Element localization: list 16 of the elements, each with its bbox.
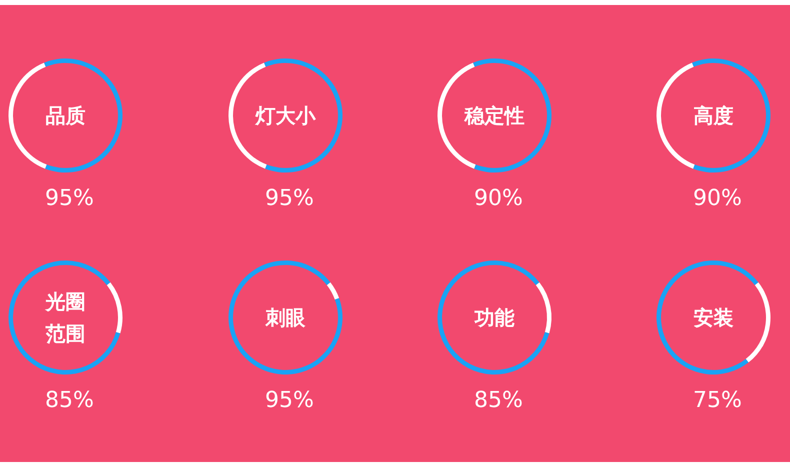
text: 品质	[46, 104, 86, 128]
text: 刺眼	[264, 306, 306, 330]
text: 光圈范围	[44, 289, 86, 346]
text: 85%	[45, 388, 94, 413]
text: 90%	[474, 186, 523, 211]
text: 功能	[474, 306, 514, 330]
text: 95%	[265, 388, 314, 413]
text: 85%	[474, 388, 523, 413]
text: 95%	[45, 186, 94, 211]
text: 95%	[265, 186, 314, 211]
text: 90%	[693, 186, 742, 211]
text: 高度	[694, 104, 734, 128]
text: 75%	[693, 388, 742, 413]
text: 稳定性	[464, 104, 524, 128]
text: 灯大小	[254, 104, 316, 128]
text: 安装	[694, 306, 734, 330]
